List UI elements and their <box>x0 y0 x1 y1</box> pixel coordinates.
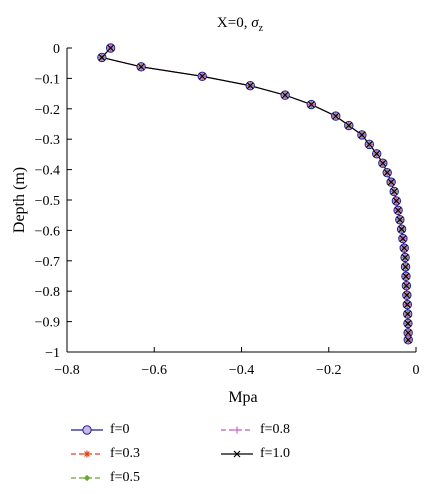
legend-swatch <box>71 450 103 458</box>
y-tick-label: −0.3 <box>35 133 60 148</box>
y-tick-label: −0.2 <box>35 103 60 118</box>
data-point <box>137 63 145 71</box>
series-markers-2 <box>98 44 412 344</box>
legend-label: f=0.8 <box>260 422 291 437</box>
x-tick-label: −0.4 <box>229 363 254 378</box>
legend-item: f=0.8 <box>220 420 290 440</box>
data-point <box>390 188 398 195</box>
data-point <box>332 112 340 120</box>
data-point <box>404 310 412 318</box>
series-markers-4 <box>98 44 412 344</box>
data-point <box>387 178 395 186</box>
data-point <box>404 336 412 344</box>
legend-label: f=0.3 <box>110 446 141 461</box>
legend-label: f=0.5 <box>110 470 141 485</box>
legend-marker <box>233 426 241 434</box>
data-point <box>394 206 402 214</box>
y-tick-label: −0.6 <box>35 224 60 239</box>
data-point <box>403 282 410 290</box>
data-point <box>404 320 412 327</box>
series-lines <box>97 43 413 345</box>
data-point <box>392 197 400 205</box>
y-tick-label: −0.1 <box>35 72 60 87</box>
data-point <box>198 72 206 80</box>
data-point <box>358 131 366 139</box>
chart-area: X=0, σz −0.8 −0.6 −0.4 −0.2 0 0 −0.1 −0.2 −0.3 −… <box>11 15 420 406</box>
data-point <box>402 263 409 271</box>
data-point <box>365 140 373 148</box>
y-tick-label: −1 <box>45 346 60 361</box>
legend-marker <box>233 450 241 458</box>
data-point <box>281 91 289 99</box>
y-axis-label: Depth (m) <box>11 167 28 233</box>
chart-title: X=0, σz <box>217 15 264 34</box>
legend: f=0 f=0.3 f=0.5 f=0.8 f=1.0 <box>70 420 370 498</box>
data-point <box>98 54 106 61</box>
series-markers-0 <box>97 43 413 345</box>
plot-axes <box>66 48 416 353</box>
x-ticks: −0.8 −0.6 −0.4 −0.2 0 <box>54 347 420 378</box>
data-point <box>399 235 407 242</box>
y-tick-label: 0 <box>53 42 60 57</box>
y-tick-label: −0.4 <box>35 164 60 179</box>
data-point <box>307 101 315 108</box>
legend-swatch <box>221 426 253 434</box>
data-point <box>403 291 411 299</box>
legend-item: f=0.3 <box>70 444 140 464</box>
data-point <box>404 329 412 337</box>
x-tick-label: −0.6 <box>142 363 167 378</box>
legend-label: f=0 <box>110 422 130 437</box>
x-tick-label: 0 <box>413 363 420 378</box>
legend-marker <box>83 474 91 482</box>
data-point <box>401 254 409 261</box>
data-point <box>379 159 387 167</box>
legend-item: f=0.5 <box>70 468 140 488</box>
legend-item: f=1.0 <box>220 444 290 464</box>
data-point <box>383 169 391 177</box>
legend-label: f=1.0 <box>260 446 291 461</box>
data-point <box>373 150 381 158</box>
series-line-4 <box>100 47 409 340</box>
legend-swatch <box>71 474 103 482</box>
y-tick-label: −0.8 <box>35 285 60 300</box>
x-tick-label: −0.8 <box>54 363 79 378</box>
legend-swatch <box>221 450 253 458</box>
legend-item: f=0 <box>70 420 130 440</box>
data-point <box>403 301 411 308</box>
data-point <box>400 244 408 252</box>
series-line-0 <box>100 47 409 340</box>
x-axis-label: Mpa <box>228 389 257 406</box>
series-markers-3 <box>98 44 412 344</box>
y-tick-label: −0.5 <box>35 194 60 209</box>
y-tick-label: −0.7 <box>35 255 60 270</box>
legend-marker <box>82 425 92 435</box>
data-point <box>396 216 404 224</box>
data-point <box>345 122 353 129</box>
y-tick-label: −0.9 <box>35 316 60 331</box>
data-point <box>402 272 410 280</box>
y-ticks: 0 −0.1 −0.2 −0.3 −0.4 −0.5 −0.6 −0.7 −0.8 −0.9 −1 <box>35 42 72 361</box>
series-line-1 <box>100 47 409 340</box>
legend-marker <box>83 450 91 458</box>
series-line-3 <box>100 47 409 340</box>
series-markers-1 <box>98 44 412 344</box>
legend-swatch <box>71 425 103 435</box>
x-tick-label: −0.2 <box>316 363 341 378</box>
data-point <box>107 44 115 52</box>
data-point <box>246 82 254 90</box>
data-point <box>398 225 405 233</box>
series-line-2 <box>100 47 409 340</box>
